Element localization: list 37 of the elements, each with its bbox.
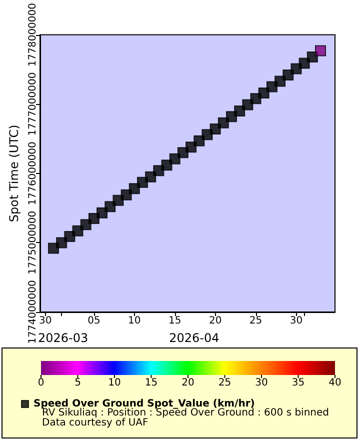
color-bar-label: 10 [108, 378, 121, 388]
point [145, 171, 156, 182]
color-bar-label: 20 [182, 378, 194, 388]
color-bar-label: 15 [144, 378, 158, 388]
x-tick-label: 10 [128, 316, 141, 326]
point [169, 153, 180, 164]
text: Data courtesy of UAF [42, 418, 148, 428]
color-bar-label: 40 [328, 378, 342, 388]
x-tick-label: 05 [88, 316, 100, 326]
point [315, 45, 326, 56]
text: RV Sikuliaq : Position : Speed Over Ground : 600 s binned [42, 408, 330, 418]
x-tick-label: 30 [290, 316, 303, 326]
y-tick-label: 1775000000 [28, 210, 38, 275]
y-tick-label: 1776000000 [28, 142, 38, 206]
color-bar-label: 0 [38, 378, 44, 388]
point [72, 225, 84, 236]
text: 2026-04 [169, 331, 220, 345]
x-tick-label: 25 [249, 316, 262, 326]
point [306, 51, 318, 62]
point [120, 189, 132, 200]
color-bar-label: 35 [292, 378, 305, 388]
point [242, 99, 254, 110]
color-bar-label: 5 [74, 378, 81, 388]
y-tick-label: 1774000000 [28, 280, 38, 344]
x-tick-label: 30 [39, 316, 52, 326]
x-tick-label: 15 [168, 316, 182, 326]
point [194, 135, 205, 146]
y-tick-label: 1778000000 [28, 3, 38, 67]
y-axis-title: Spot Time (UTC) [7, 124, 21, 222]
color-bar-label: 30 [255, 378, 268, 388]
point [290, 63, 302, 74]
x-tick-label: 20 [208, 316, 222, 326]
color-bar-label: 25 [218, 378, 232, 388]
point [96, 207, 108, 218]
text: 2026-03 [38, 331, 88, 345]
point [218, 117, 229, 128]
y-tick-label: 1777000000 [28, 72, 38, 136]
